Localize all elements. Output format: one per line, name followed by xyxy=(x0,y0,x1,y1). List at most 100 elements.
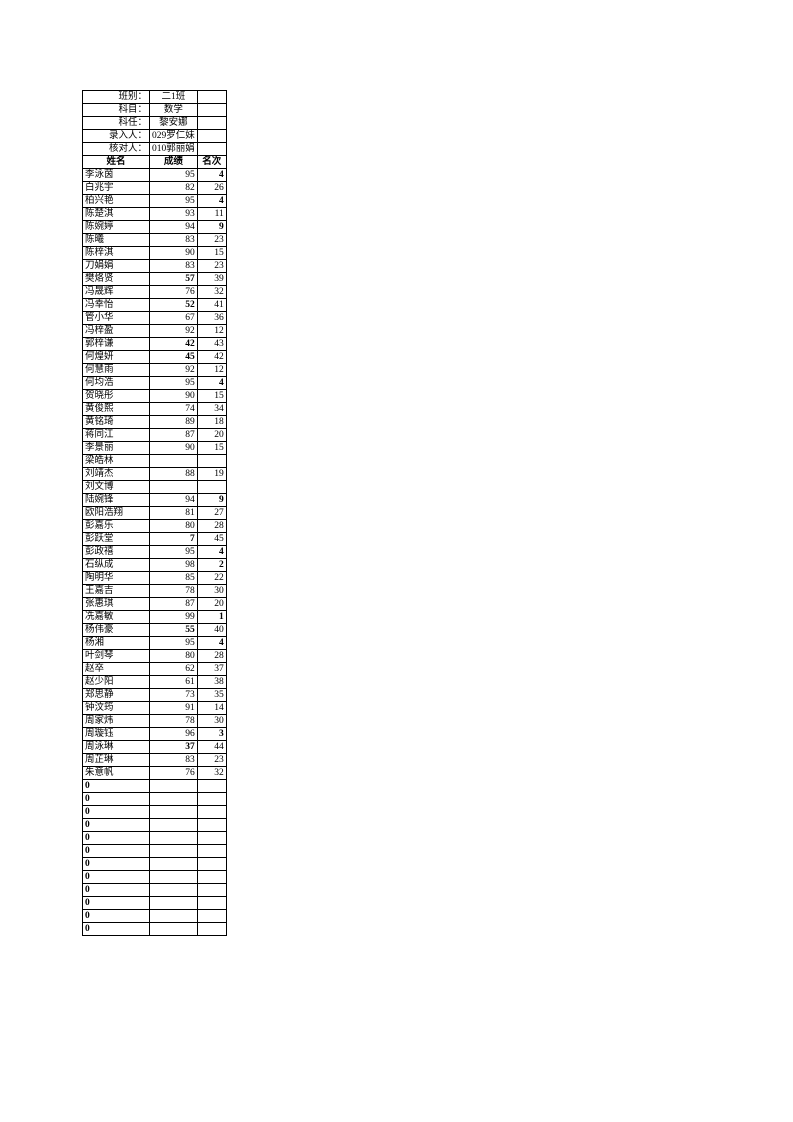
student-rank: 39 xyxy=(197,273,226,286)
student-score: 87 xyxy=(150,598,198,611)
student-rank: 9 xyxy=(197,221,226,234)
student-rank: 2 xyxy=(197,559,226,572)
student-score: 67 xyxy=(150,312,198,325)
zero-cell: 0 xyxy=(83,845,150,858)
student-name: 叶剑琴 xyxy=(83,650,150,663)
student-rank: 43 xyxy=(197,338,226,351)
student-name: 郭梓谦 xyxy=(83,338,150,351)
check-value: 010郭丽娟 xyxy=(150,143,198,156)
student-name: 贺晓彤 xyxy=(83,390,150,403)
student-rank: 26 xyxy=(197,182,226,195)
student-name: 冯晟辉 xyxy=(83,286,150,299)
zero-cell: 0 xyxy=(83,871,150,884)
student-name: 赵卒 xyxy=(83,663,150,676)
student-score: 83 xyxy=(150,234,198,247)
subject-label: 科目： xyxy=(83,104,150,117)
student-name: 彭政禧 xyxy=(83,546,150,559)
student-rank xyxy=(197,481,226,494)
student-score: 80 xyxy=(150,520,198,533)
zero-cell: 0 xyxy=(83,832,150,845)
student-name: 陈梓淇 xyxy=(83,247,150,260)
student-name: 陈楚淇 xyxy=(83,208,150,221)
student-score: 85 xyxy=(150,572,198,585)
student-score: 80 xyxy=(150,650,198,663)
student-rank: 30 xyxy=(197,585,226,598)
student-name: 周璇钰 xyxy=(83,728,150,741)
header-name: 姓名 xyxy=(83,156,150,169)
student-name: 彭嘉乐 xyxy=(83,520,150,533)
student-rank: 45 xyxy=(197,533,226,546)
student-rank: 23 xyxy=(197,234,226,247)
student-score: 92 xyxy=(150,325,198,338)
zero-cell: 0 xyxy=(83,897,150,910)
student-name: 陈曦 xyxy=(83,234,150,247)
student-name: 樊烙贤 xyxy=(83,273,150,286)
student-rank: 3 xyxy=(197,728,226,741)
check-label: 核对人： xyxy=(83,143,150,156)
student-score: 87 xyxy=(150,429,198,442)
student-score: 78 xyxy=(150,585,198,598)
student-rank: 19 xyxy=(197,468,226,481)
student-rank: 4 xyxy=(197,546,226,559)
student-score: 55 xyxy=(150,624,198,637)
student-score: 83 xyxy=(150,260,198,273)
student-name: 刘文博 xyxy=(83,481,150,494)
zero-cell: 0 xyxy=(83,858,150,871)
student-rank: 4 xyxy=(197,195,226,208)
student-rank: 44 xyxy=(197,741,226,754)
student-score: 76 xyxy=(150,767,198,780)
student-rank: 37 xyxy=(197,663,226,676)
student-name: 梁皓林 xyxy=(83,455,150,468)
student-name: 赵少阳 xyxy=(83,676,150,689)
student-rank: 12 xyxy=(197,325,226,338)
student-name: 张惠琪 xyxy=(83,598,150,611)
student-name: 柏兴艳 xyxy=(83,195,150,208)
student-score: 95 xyxy=(150,195,198,208)
student-rank: 11 xyxy=(197,208,226,221)
student-name: 杨伟豪 xyxy=(83,624,150,637)
subject-value: 数学 xyxy=(150,104,198,117)
entry-value: 029罗仁妹 xyxy=(150,130,198,143)
student-name: 石纵成 xyxy=(83,559,150,572)
student-score: 83 xyxy=(150,754,198,767)
student-score: 61 xyxy=(150,676,198,689)
student-name: 陈婉婷 xyxy=(83,221,150,234)
teacher-value: 黎安娜 xyxy=(150,117,198,130)
student-score: 37 xyxy=(150,741,198,754)
student-score: 45 xyxy=(150,351,198,364)
zero-cell: 0 xyxy=(83,923,150,936)
student-rank: 27 xyxy=(197,507,226,520)
student-name: 管小华 xyxy=(83,312,150,325)
student-rank: 40 xyxy=(197,624,226,637)
student-name: 黄俊熙 xyxy=(83,403,150,416)
student-rank: 42 xyxy=(197,351,226,364)
student-name: 陆婉锋 xyxy=(83,494,150,507)
student-score: 90 xyxy=(150,390,198,403)
zero-cell: 0 xyxy=(83,793,150,806)
student-name: 李景丽 xyxy=(83,442,150,455)
student-name: 刘靖杰 xyxy=(83,468,150,481)
student-score: 73 xyxy=(150,689,198,702)
student-name: 蒋同江 xyxy=(83,429,150,442)
header-score: 成绩 xyxy=(150,156,198,169)
zero-cell: 0 xyxy=(83,780,150,793)
student-rank: 9 xyxy=(197,494,226,507)
student-score: 82 xyxy=(150,182,198,195)
student-score: 99 xyxy=(150,611,198,624)
student-name: 王嘉吉 xyxy=(83,585,150,598)
student-rank: 35 xyxy=(197,689,226,702)
student-name: 欧阳浩翔 xyxy=(83,507,150,520)
zero-cell: 0 xyxy=(83,910,150,923)
student-rank: 23 xyxy=(197,260,226,273)
class-value: 二1班 xyxy=(150,91,198,104)
zero-cell: 0 xyxy=(83,806,150,819)
student-rank: 15 xyxy=(197,442,226,455)
student-score: 88 xyxy=(150,468,198,481)
student-rank: 20 xyxy=(197,598,226,611)
teacher-label: 科任： xyxy=(83,117,150,130)
header-rank: 名次 xyxy=(197,156,226,169)
student-name: 何慧雨 xyxy=(83,364,150,377)
student-score: 52 xyxy=(150,299,198,312)
student-rank: 30 xyxy=(197,715,226,728)
student-score: 78 xyxy=(150,715,198,728)
